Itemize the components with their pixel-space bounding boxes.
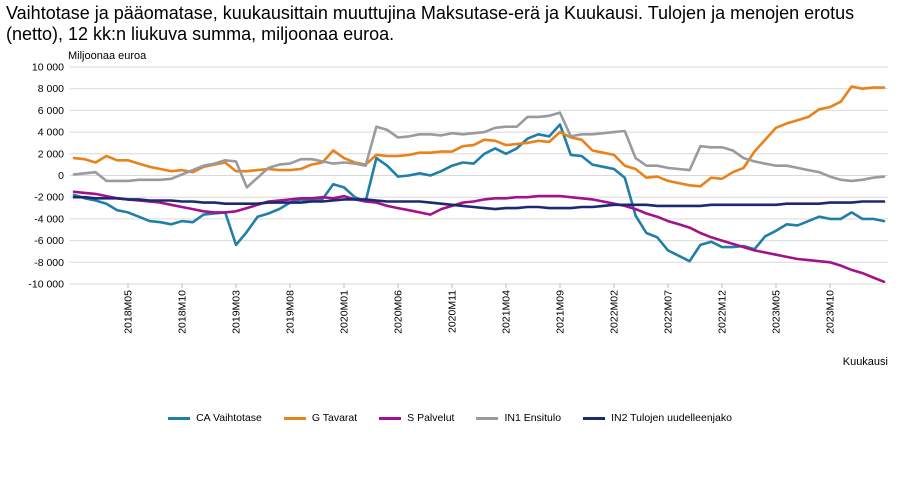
series-line-4	[72, 111, 886, 189]
x-tick-label: 2021M04	[501, 290, 513, 334]
x-tick-label: 2019M08	[285, 290, 297, 334]
legend-item-2: G Tavarat	[283, 412, 358, 424]
legend-item-4: IN1 Ensitulo	[476, 412, 561, 424]
legend-item-5: IN2 Tulojen uudelleenjako	[583, 412, 732, 424]
y-tick-label: 10 000	[32, 62, 64, 74]
line-chart: 10 000 8 000 6 000 4 000 2 000 0 -2 000 -4 000 -…	[28, 62, 888, 334]
legend-swatch	[379, 416, 402, 420]
x-tick-label: 2020M06	[393, 290, 405, 334]
legend-label: S Palvelut	[407, 412, 455, 424]
x-tick-label: 2022M02	[609, 290, 621, 334]
legend-swatch	[283, 416, 306, 420]
legend-swatch	[476, 416, 499, 420]
legend-item-3: S Palvelut	[379, 412, 454, 424]
y-tick-label: -10 000	[28, 279, 64, 291]
legend-item-1: CA Vaihtotase	[168, 412, 262, 424]
x-tick-label: 2022M07	[663, 290, 675, 334]
y-tick-label: 0	[58, 170, 64, 182]
x-tick-label: 2019M03	[231, 290, 243, 334]
y-tick-label: -2 000	[34, 192, 64, 204]
x-axis-label: Kuukausi	[842, 356, 888, 368]
legend-label: CA Vaihtotase	[196, 412, 262, 424]
chart-legend: CA Vaihtotase G Tavarat S Palvelut IN1 Ensi…	[0, 412, 900, 424]
y-tick-label: 4 000	[38, 127, 64, 139]
legend-label: G Tavarat	[311, 412, 358, 424]
y-tick-label: 6 000	[38, 105, 64, 117]
legend-swatch	[583, 416, 606, 420]
series-line-3	[72, 190, 886, 284]
x-tick-label: 2021M09	[555, 290, 567, 334]
x-tick-label: 2018M05	[123, 290, 135, 334]
x-tick-label: 2018M10	[177, 290, 189, 334]
y-axis-label: Miljoonaa euroa	[68, 50, 147, 62]
y-tick-label: -4 000	[34, 213, 64, 225]
legend-swatch	[168, 416, 191, 420]
chart-title: Vaihtotase ja pääomatase, kuukausittain …	[6, 3, 855, 44]
x-tick-label: 2020M01	[339, 290, 351, 334]
x-tick-label: 2023M05	[771, 290, 783, 334]
series-line-2	[72, 85, 886, 188]
x-tick-label: 2020M11	[447, 290, 459, 333]
legend-label: IN1 Ensitulo	[504, 412, 562, 424]
y-tick-label: -8 000	[34, 257, 64, 269]
y-tick-label: 2 000	[38, 148, 64, 160]
series-line-5	[72, 195, 886, 211]
x-tick-label: 2022M12	[717, 290, 729, 334]
y-tick-label: -6 000	[34, 235, 64, 247]
y-tick-label: 8 000	[38, 83, 64, 95]
x-tick-label: 2023M10	[825, 290, 837, 334]
legend-label: IN2 Tulojen uudelleenjako	[611, 412, 732, 424]
